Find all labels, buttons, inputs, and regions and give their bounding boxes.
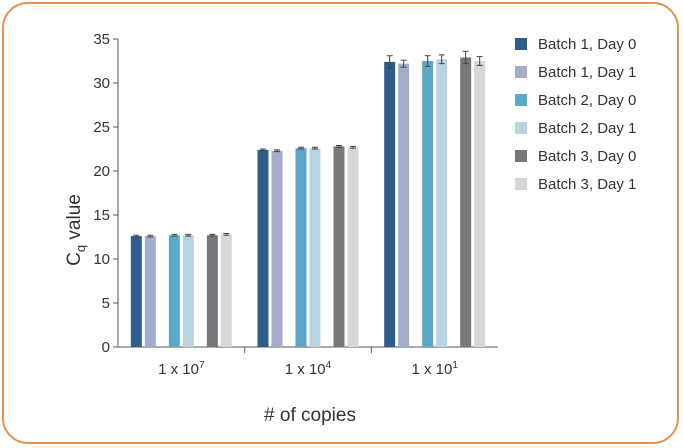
x-tick-base: 1 x 10 — [285, 361, 326, 378]
legend-label: Batch 2, Day 1 — [538, 120, 636, 137]
bar — [474, 61, 486, 347]
legend-label: Batch 2, Day 0 — [538, 92, 636, 109]
legend-swatch — [515, 178, 527, 190]
y-tick-label: 35 — [93, 31, 110, 48]
bar — [220, 234, 232, 347]
legend-swatch — [515, 150, 527, 162]
y-axis-title: Cq value — [64, 194, 88, 266]
bar — [130, 236, 142, 347]
bar — [398, 63, 410, 347]
bar — [384, 61, 396, 347]
bar — [333, 146, 345, 347]
x-tick-exponent: 1 — [452, 360, 458, 371]
y-tick-label: 0 — [102, 339, 110, 356]
bar — [206, 235, 218, 347]
bar — [182, 235, 194, 347]
bar — [347, 147, 359, 347]
bar — [422, 61, 434, 347]
y-tick-label: 20 — [93, 163, 110, 180]
y-tick-label: 25 — [93, 119, 110, 136]
y-tick-label: 5 — [102, 295, 110, 312]
x-tick-label: 1 x 104 — [285, 360, 332, 378]
legend-label: Batch 1, Day 1 — [538, 64, 636, 81]
y-axis: 0 5 10 15 20 25 30 35 — [93, 31, 119, 356]
x-tick-label: 1 x 101 — [411, 360, 458, 378]
bar — [271, 150, 283, 347]
y-tick-label: 30 — [93, 75, 110, 92]
x-tick-exponent: 7 — [199, 360, 205, 371]
x-tick-base: 1 x 10 — [411, 361, 452, 378]
y-axis-title-sub: q — [73, 245, 88, 252]
bar — [309, 148, 321, 347]
bar — [295, 148, 307, 347]
legend-label: Batch 1, Day 0 — [538, 36, 636, 53]
x-tick-exponent: 4 — [326, 360, 332, 371]
legend-swatch — [515, 38, 527, 50]
bar — [257, 149, 269, 347]
x-axis-title: # of copies — [264, 405, 356, 426]
y-tick-label: 10 — [93, 251, 110, 268]
bar — [460, 57, 472, 347]
bar — [436, 59, 448, 348]
x-axis: 1 x 107 1 x 104 1 x 101 — [118, 346, 498, 378]
y-axis-title-main: C — [64, 252, 85, 266]
bar — [168, 235, 180, 347]
y-tick-label: 15 — [93, 207, 110, 224]
x-tick-base: 1 x 10 — [158, 361, 199, 378]
bar — [144, 236, 156, 347]
y-axis-title-rest: value — [64, 194, 85, 245]
bars — [130, 50, 486, 348]
legend-swatch — [515, 66, 527, 78]
legend-label: Batch 3, Day 1 — [538, 176, 636, 193]
legend-swatch — [515, 122, 527, 134]
legend-swatch — [515, 94, 527, 106]
legend-label: Batch 3, Day 0 — [538, 148, 636, 165]
x-tick-label: 1 x 107 — [158, 360, 205, 378]
legend: Batch 1, Day 0 Batch 1, Day 1 Batch 2, Day… — [515, 36, 636, 193]
